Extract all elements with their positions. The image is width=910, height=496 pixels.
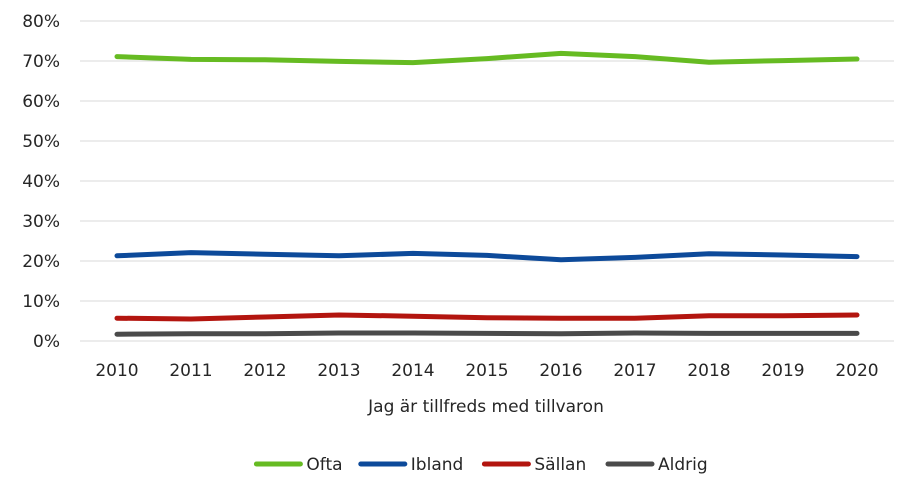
series-lines	[114, 50, 860, 337]
x-axis-tick-labels: 2010 2011 2012 2013 2014 2015 2016 2017 2018 2019…	[95, 361, 878, 381]
y-axis-tick-labels: 0% 10% 20% 30% 40% 50% 60% 70% 80%	[22, 12, 60, 352]
legend-item-aldrig: Aldrig	[605, 455, 708, 475]
x-tick-label: 2016	[539, 361, 582, 381]
legend-item-ibland: Ibland	[358, 455, 464, 475]
x-tick-label: 2013	[317, 361, 360, 381]
y-tick-label: 40%	[22, 172, 60, 192]
x-tick-label: 2011	[169, 361, 212, 381]
legend-item-ofta: Ofta	[253, 455, 343, 475]
y-tick-label: 80%	[22, 12, 60, 32]
x-tick-label: 2012	[243, 361, 286, 381]
series-line-ibland	[114, 250, 860, 263]
legend-label: Aldrig	[658, 455, 708, 475]
y-tick-label: 70%	[22, 52, 60, 72]
x-tick-label: 2014	[391, 361, 434, 381]
x-tick-label: 2019	[761, 361, 804, 381]
legend-label: Ofta	[306, 455, 342, 475]
series-line-aldrig	[114, 330, 860, 337]
x-tick-label: 2017	[613, 361, 656, 381]
legend-label: Sällan	[534, 455, 586, 475]
x-axis-title: Jag är tillfreds med tillvaron	[367, 397, 604, 417]
x-tick-label: 2010	[95, 361, 138, 381]
gridlines	[80, 20, 894, 342]
x-tick-label: 2015	[465, 361, 508, 381]
series-line-s-llan	[114, 312, 860, 322]
y-tick-label: 60%	[22, 92, 60, 112]
x-tick-label: 2020	[835, 361, 878, 381]
legend: Ofta Ibland Sällan Aldrig	[253, 455, 708, 475]
y-tick-label: 20%	[22, 252, 60, 272]
x-tick-label: 2018	[687, 361, 730, 381]
legend-item-s-llan: Sällan	[481, 455, 586, 475]
y-tick-label: 50%	[22, 132, 60, 152]
legend-label: Ibland	[411, 455, 464, 475]
y-tick-label: 10%	[22, 292, 60, 312]
y-tick-label: 0%	[33, 332, 60, 352]
y-tick-label: 30%	[22, 212, 60, 232]
